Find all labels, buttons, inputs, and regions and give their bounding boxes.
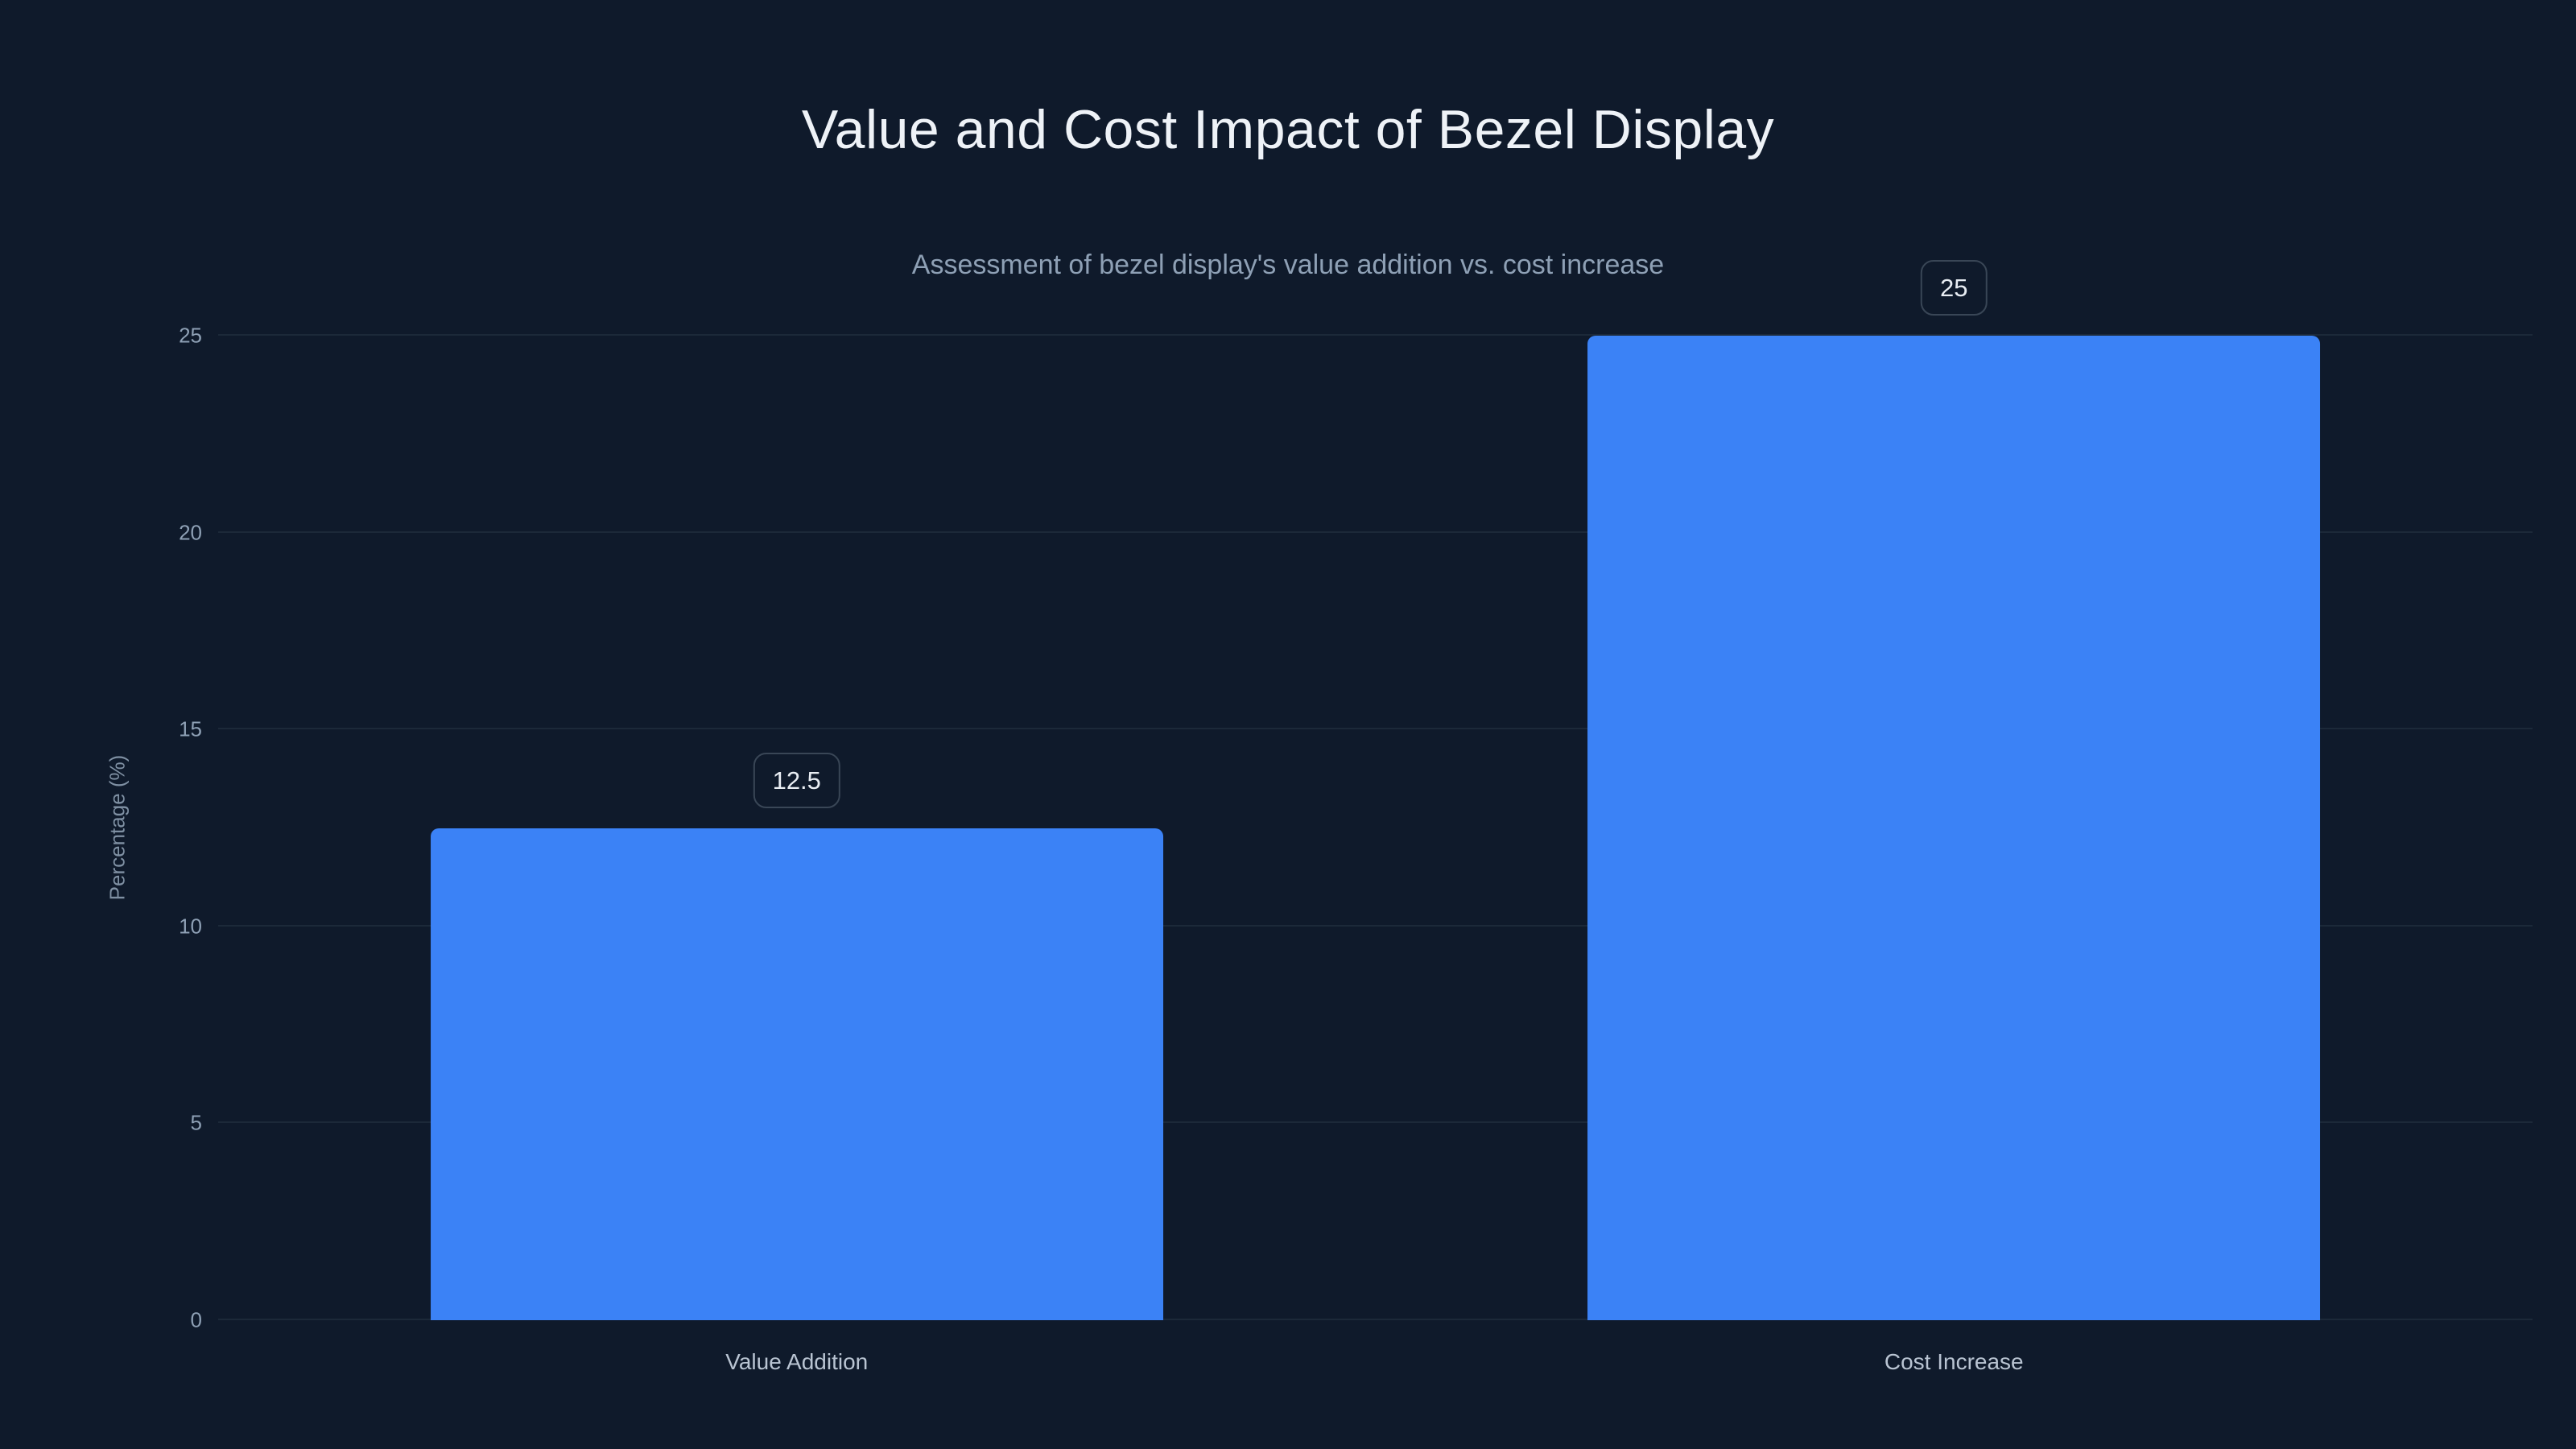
x-category-label: Cost Increase [1884,1349,2024,1374]
x-category-label: Value Addition [725,1349,869,1374]
bar-column: 25 Cost Increase [1376,260,2533,1374]
y-tick-label: 25 [179,323,202,348]
bar-column: 12.5 Value Addition [218,336,1376,1374]
chart-subtitle: Assessment of bezel display's value addi… [911,250,1665,280]
y-tick-label: 5 [190,1110,202,1135]
y-tick-label: 20 [179,520,202,545]
y-tick-label: 0 [190,1307,202,1332]
value-label-badge: 12.5 [753,752,840,808]
chart-title: Value and Cost Impact of Bezel Display [801,99,1775,160]
y-tick-label: 10 [179,914,202,939]
y-tick-label: 15 [179,716,202,741]
y-axis-title: Percentage (%) [105,754,130,901]
bar-cost-increase[interactable] [1587,336,2321,1320]
bar-value-addition[interactable] [430,828,1163,1320]
value-label-badge: 25 [1921,260,1988,316]
plot-area: 0 5 10 15 20 25 12.5 Value Addition 25 Cost Incre… [179,260,2533,1374]
